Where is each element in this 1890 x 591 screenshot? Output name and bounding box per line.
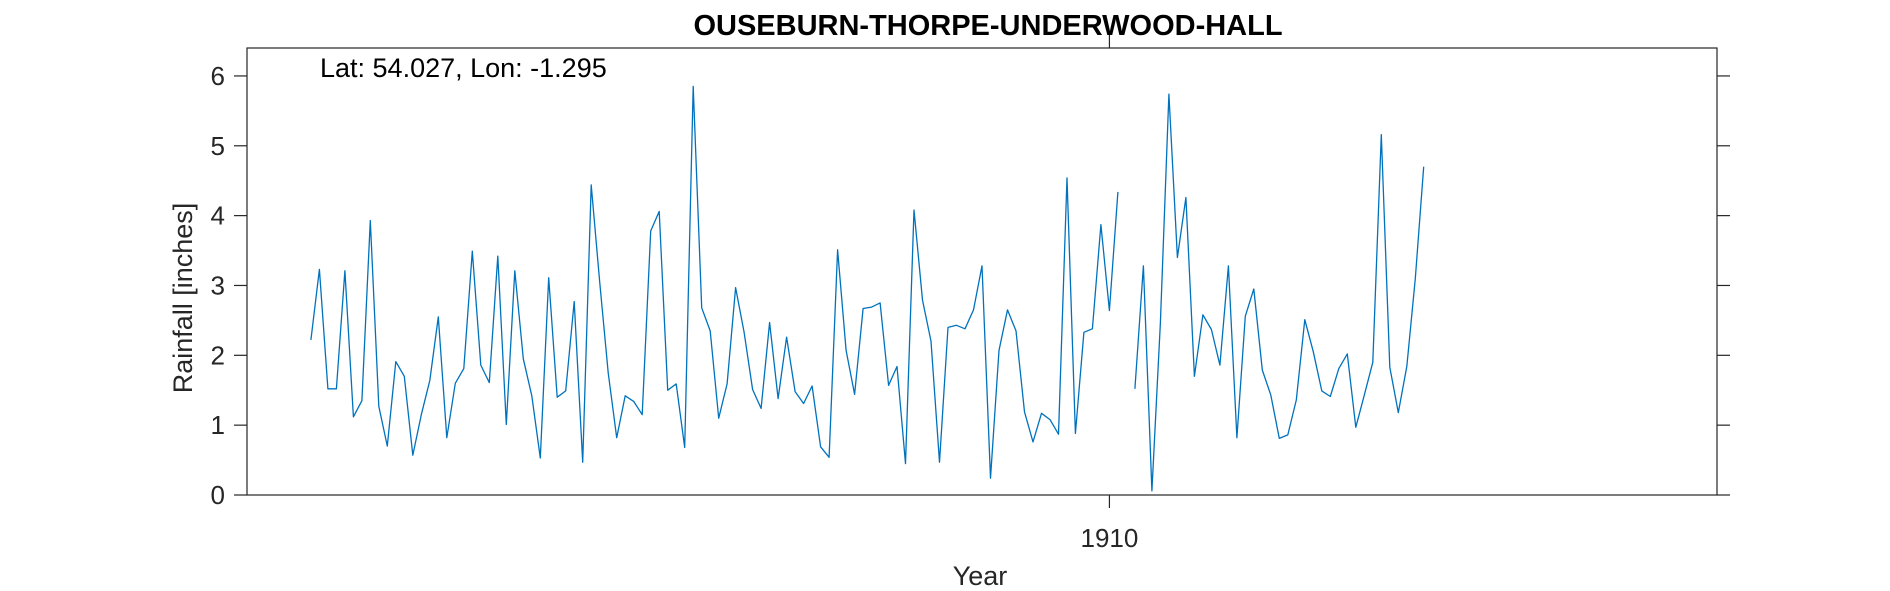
rainfall-line bbox=[310, 85, 1119, 479]
y-axis: 0 1 2 3 4 5 6 bbox=[211, 61, 1730, 510]
x-tick-label: 1910 bbox=[1081, 523, 1139, 553]
y-tick-label: 3 bbox=[211, 270, 225, 300]
x-axis-label: Year bbox=[953, 561, 1008, 591]
y-axis-label: Rainfall [inches] bbox=[168, 203, 198, 394]
y-tick-label: 2 bbox=[211, 340, 225, 370]
location-annotation: Lat: 54.027, Lon: -1.295 bbox=[320, 53, 607, 83]
rainfall-line bbox=[1134, 93, 1425, 492]
chart-title: OUSEBURN-THORPE-UNDERWOOD-HALL bbox=[693, 10, 1282, 42]
y-tick-label: 4 bbox=[211, 201, 225, 231]
y-tick-label: 5 bbox=[211, 131, 225, 161]
y-tick-label: 1 bbox=[211, 410, 225, 440]
y-tick-label: 6 bbox=[211, 61, 225, 91]
plot-box bbox=[246, 47, 1718, 496]
axes-frame bbox=[246, 47, 1718, 496]
x-axis: 1910 bbox=[1081, 35, 1139, 553]
y-tick-label: 0 bbox=[211, 480, 225, 510]
series-layer bbox=[310, 85, 1425, 492]
